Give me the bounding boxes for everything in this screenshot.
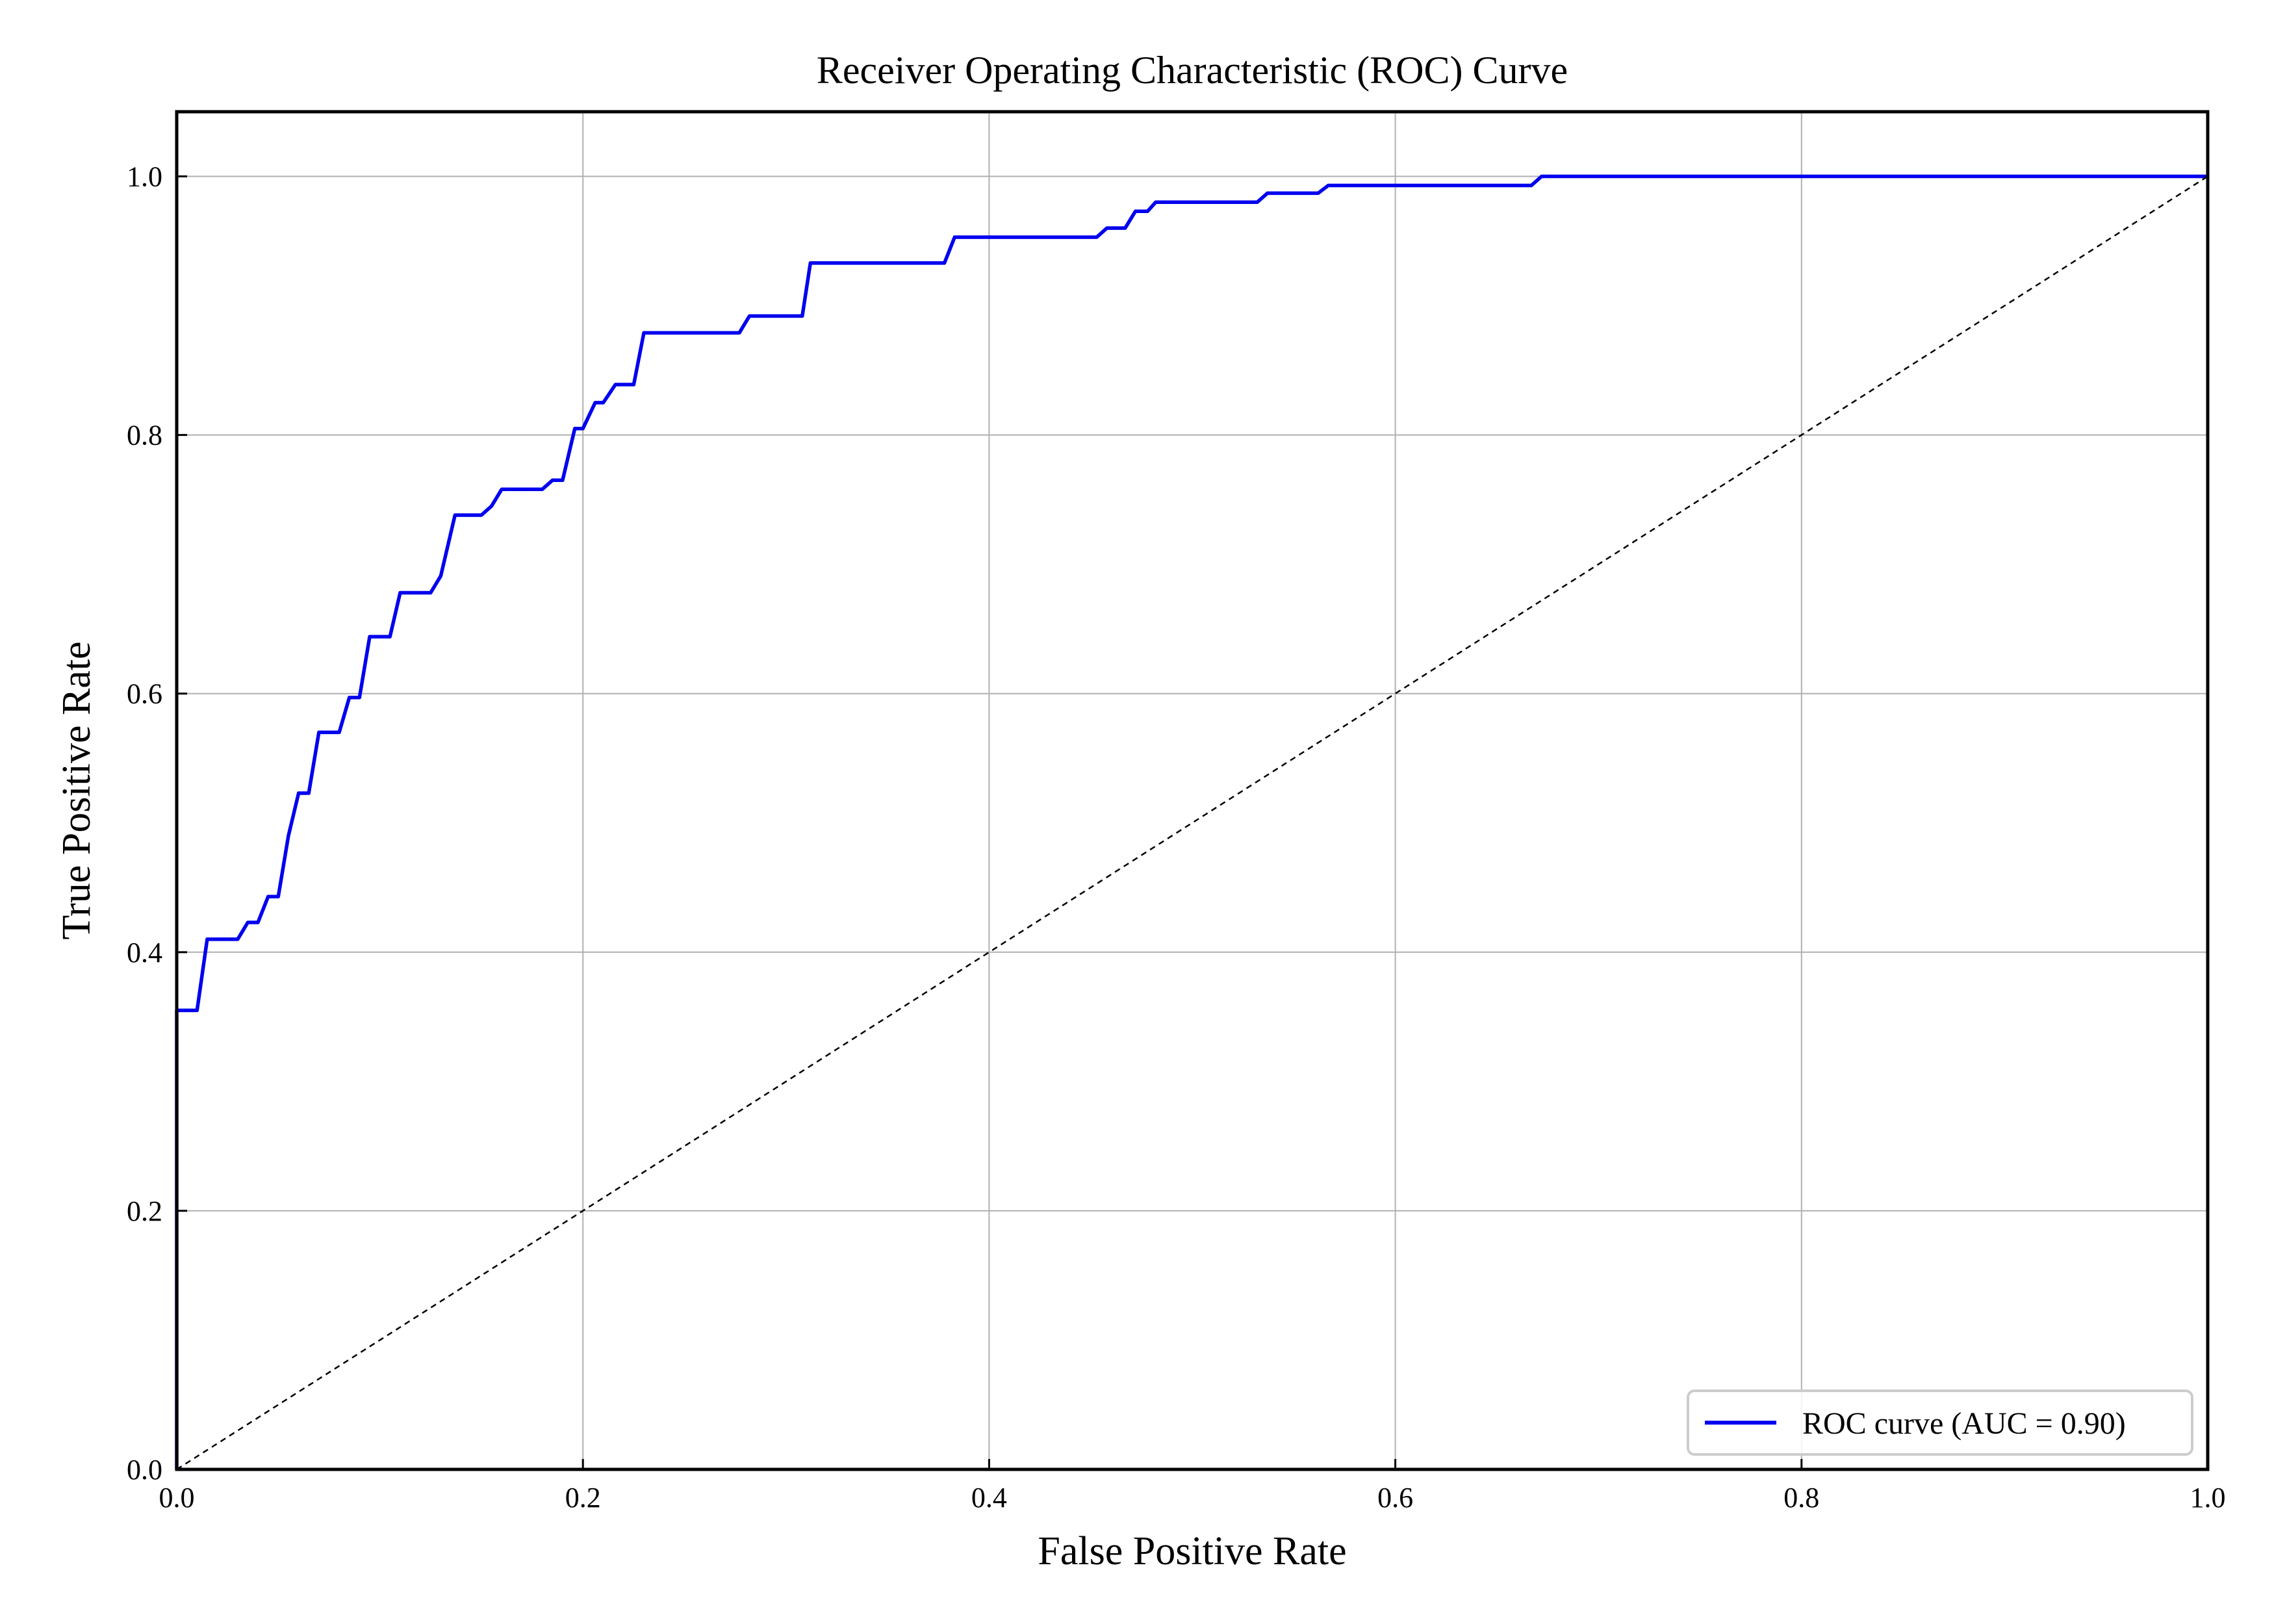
x-tick-label: 0.6	[1377, 1482, 1413, 1514]
x-tick-label: 1.0	[2190, 1482, 2226, 1514]
series-layer	[175, 174, 2208, 1471]
reference-diagonal-line	[176, 175, 2208, 1471]
plot-frame	[175, 110, 2210, 1471]
x-tick-label: 0.4	[971, 1482, 1007, 1514]
y-tick-label: 1.0	[127, 161, 162, 193]
x-axis-label: False Positive Rate	[1038, 1529, 1346, 1573]
tick-marks: 0.0 0.2 0.4 0.6 0.8 1.0 0.0 0.2 0.4 0.6 0.8 1.0	[127, 161, 2226, 1514]
x-tick-label: 0.2	[565, 1482, 601, 1514]
roc-curve-line	[175, 174, 2208, 1469]
y-tick-label: 0.4	[127, 937, 162, 969]
y-tick-label: 0.0	[127, 1454, 162, 1486]
y-tick-label: 0.2	[127, 1195, 162, 1227]
y-axis-label: True Positive Rate	[55, 641, 99, 939]
y-tick-label: 0.8	[127, 420, 162, 451]
chart-title: Receiver Operating Characteristic (ROC) …	[817, 49, 1568, 92]
x-tick-label: 0.8	[1783, 1482, 1819, 1514]
legend-box	[1687, 1389, 2193, 1456]
legend: ROC curve (AUC = 0.90)	[1687, 1389, 2193, 1456]
y-tick-label: 0.6	[127, 678, 162, 710]
x-tick-label: 0.0	[159, 1482, 195, 1514]
legend-label-roc: ROC curve (AUC = 0.90)	[1802, 1406, 2126, 1441]
grid-lines	[176, 112, 2208, 1470]
